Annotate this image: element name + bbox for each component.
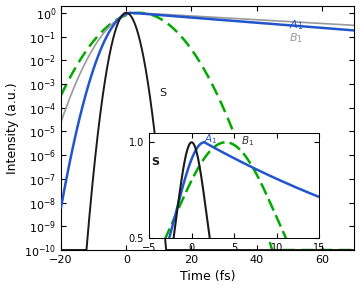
X-axis label: Time (fs): Time (fs) [180, 271, 235, 284]
Text: $A_1$: $A_1$ [289, 18, 304, 32]
Text: $B_1$: $B_1$ [289, 31, 303, 45]
Text: S: S [159, 88, 166, 98]
Y-axis label: Intensity (a.u.): Intensity (a.u.) [5, 82, 19, 174]
